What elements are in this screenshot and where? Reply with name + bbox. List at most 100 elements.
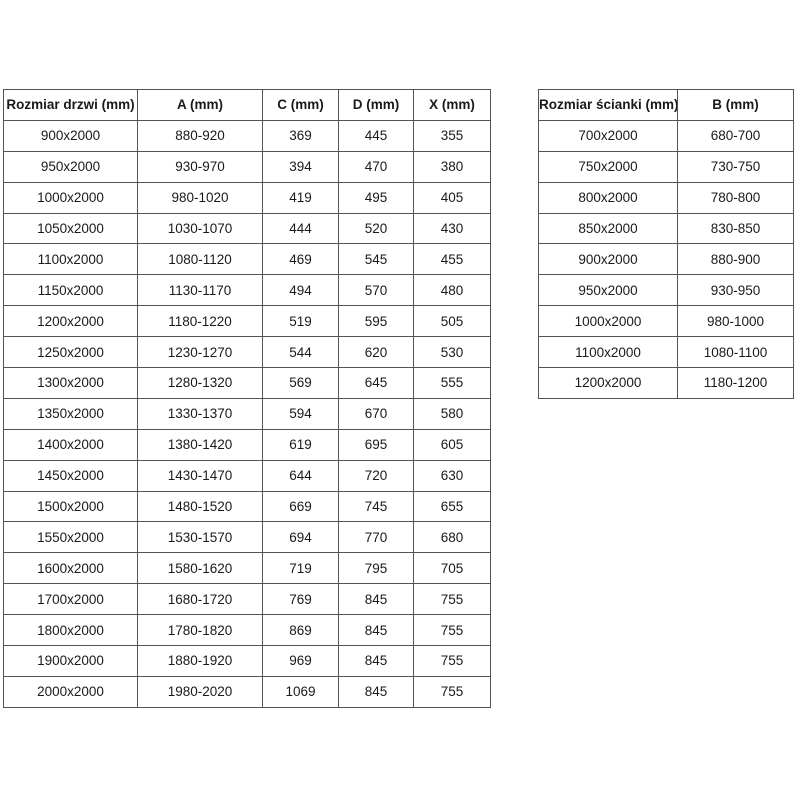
table-cell: 430 <box>413 212 491 245</box>
table-cell: 1230-1270 <box>137 336 263 369</box>
table-row: 700x2000 680-700 <box>538 119 794 152</box>
column-header: C (mm) <box>262 89 339 121</box>
table-cell: 695 <box>338 428 414 461</box>
table-cell: 1280-1320 <box>137 367 263 399</box>
table-cell: 455 <box>413 243 491 276</box>
table-cell: 494 <box>262 274 339 307</box>
table-cell: 394 <box>262 150 339 183</box>
table-cell: 644 <box>262 459 339 492</box>
table-cell: 1130-1170 <box>137 274 263 307</box>
table-cell: 780-800 <box>677 181 794 214</box>
table-cell: 1080-1120 <box>137 243 263 276</box>
table-cell: 1550x2000 <box>3 521 138 554</box>
table-row: 850x2000 830-850 <box>538 212 794 245</box>
table-row: 1250x2000 1230-1270 544 620 530 <box>3 336 491 369</box>
table-cell: 1200x2000 <box>538 367 678 399</box>
table-cell: 755 <box>413 645 491 677</box>
table-cell: 520 <box>338 212 414 245</box>
table-cell: 1380-1420 <box>137 428 263 461</box>
table-row: 750x2000 730-750 <box>538 150 794 183</box>
table-cell: 1180-1220 <box>137 305 263 338</box>
table-cell: 755 <box>413 675 491 708</box>
table-cell: 900x2000 <box>3 119 138 152</box>
table-cell: 469 <box>262 243 339 276</box>
table-cell: 1180-1200 <box>677 367 794 399</box>
column-header: D (mm) <box>338 89 414 121</box>
table-row: 1800x2000 1780-1820 869 845 755 <box>3 614 491 647</box>
table-row: 1000x2000 980-1020 419 495 405 <box>3 181 491 214</box>
table-cell: 630 <box>413 459 491 492</box>
table-cell: 1000x2000 <box>3 181 138 214</box>
table-cell: 2000x2000 <box>3 675 138 708</box>
column-header: A (mm) <box>137 89 263 121</box>
table-cell: 680-700 <box>677 119 794 152</box>
table-cell: 770 <box>338 521 414 554</box>
table-row: 1400x2000 1380-1420 619 695 605 <box>3 428 491 461</box>
table-row: 2000x2000 1980-2020 1069 845 755 <box>3 675 491 708</box>
table-cell: 1000x2000 <box>538 305 678 338</box>
table-cell: 1780-1820 <box>137 614 263 647</box>
table-cell: 845 <box>338 675 414 708</box>
table-cell: 555 <box>413 367 491 399</box>
table-cell: 505 <box>413 305 491 338</box>
table-cell: 1330-1370 <box>137 397 263 430</box>
table-cell: 1069 <box>262 675 339 708</box>
table-cell: 830-850 <box>677 212 794 245</box>
table-cell: 980-1000 <box>677 305 794 338</box>
table-row: 1550x2000 1530-1570 694 770 680 <box>3 521 491 554</box>
table-cell: 755 <box>413 614 491 647</box>
table-cell: 700x2000 <box>538 119 678 152</box>
table-cell: 444 <box>262 212 339 245</box>
table-cell: 1980-2020 <box>137 675 263 708</box>
table-cell: 1080-1100 <box>677 336 794 369</box>
table-cell: 1200x2000 <box>3 305 138 338</box>
column-header: B (mm) <box>677 89 794 121</box>
table-row: 1450x2000 1430-1470 644 720 630 <box>3 459 491 492</box>
table-cell: 795 <box>338 552 414 585</box>
table-row: 1100x2000 1080-1100 <box>538 336 794 369</box>
table-cell: 619 <box>262 428 339 461</box>
table-cell: 800x2000 <box>538 181 678 214</box>
table-cell: 569 <box>262 367 339 399</box>
table-cell: 1480-1520 <box>137 490 263 523</box>
table-cell: 750x2000 <box>538 150 678 183</box>
table-cell: 655 <box>413 490 491 523</box>
table-cell: 755 <box>413 583 491 616</box>
table-cell: 380 <box>413 150 491 183</box>
table-cell: 980-1020 <box>137 181 263 214</box>
table-cell: 1150x2000 <box>3 274 138 307</box>
table-cell: 705 <box>413 552 491 585</box>
table-cell: 694 <box>262 521 339 554</box>
table-cell: 845 <box>338 614 414 647</box>
table-cell: 1600x2000 <box>3 552 138 585</box>
table-cell: 669 <box>262 490 339 523</box>
table-row: 1300x2000 1280-1320 569 645 555 <box>3 367 491 399</box>
table-cell: 1300x2000 <box>3 367 138 399</box>
table-cell: 580 <box>413 397 491 430</box>
table-row: 800x2000 780-800 <box>538 181 794 214</box>
table-cell: 1250x2000 <box>3 336 138 369</box>
table-cell: 950x2000 <box>538 274 678 307</box>
table-cell: 670 <box>338 397 414 430</box>
table-cell: 530 <box>413 336 491 369</box>
table-row: 1050x2000 1030-1070 444 520 430 <box>3 212 491 245</box>
table-cell: 1350x2000 <box>3 397 138 430</box>
table-cell: 1100x2000 <box>3 243 138 276</box>
table-cell: 720 <box>338 459 414 492</box>
table-cell: 930-950 <box>677 274 794 307</box>
table-row: 950x2000 930-970 394 470 380 <box>3 150 491 183</box>
table-row: 1100x2000 1080-1120 469 545 455 <box>3 243 491 276</box>
table-cell: 405 <box>413 181 491 214</box>
table-cell: 769 <box>262 583 339 616</box>
table-row: 900x2000 880-900 <box>538 243 794 276</box>
table-cell: 745 <box>338 490 414 523</box>
table-cell: 950x2000 <box>3 150 138 183</box>
table-cell: 355 <box>413 119 491 152</box>
table-cell: 719 <box>262 552 339 585</box>
header-row: Rozmiar ścianki (mm) B (mm) <box>538 89 794 121</box>
table-cell: 470 <box>338 150 414 183</box>
table-row: 1200x2000 1180-1220 519 595 505 <box>3 305 491 338</box>
table-cell: 1400x2000 <box>3 428 138 461</box>
table-cell: 545 <box>338 243 414 276</box>
